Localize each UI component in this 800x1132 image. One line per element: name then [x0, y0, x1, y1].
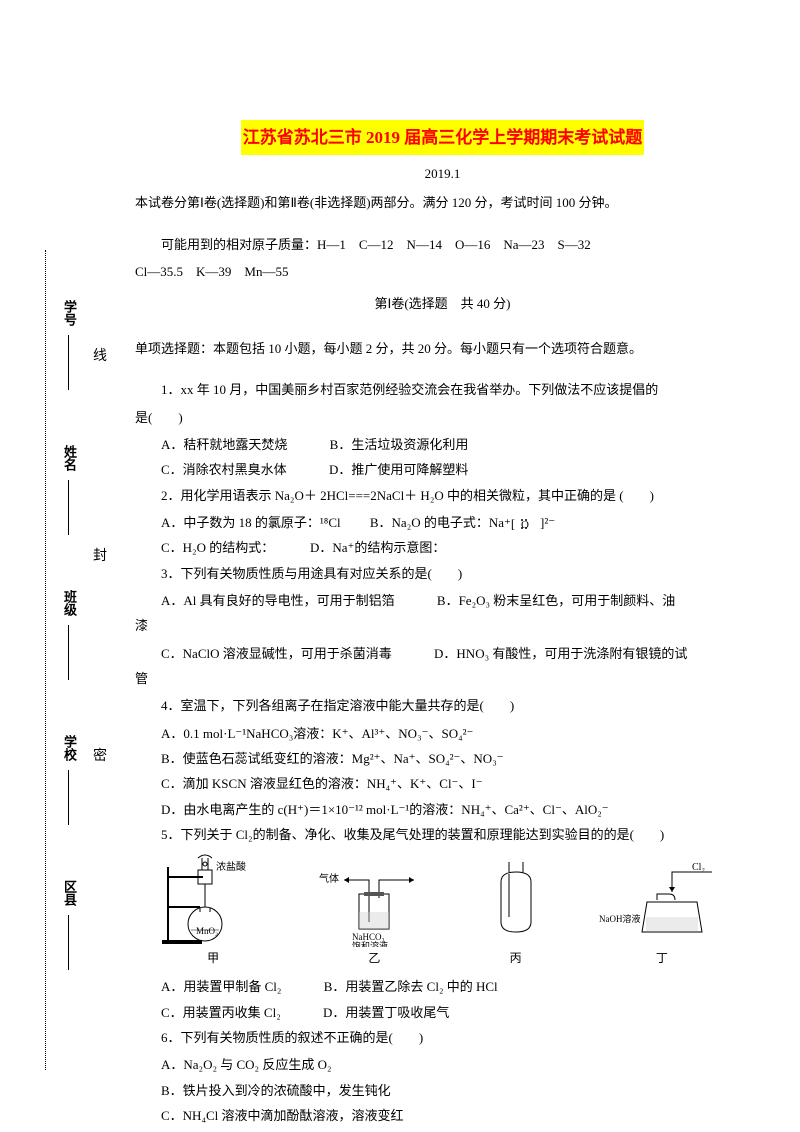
binding-underline — [68, 625, 69, 680]
q6-opt-b: B．铁片投入到冷的浓硫酸中，发生钝化 — [135, 1078, 750, 1103]
q1-stem-tail: 是( ) — [135, 405, 750, 430]
binding-underline — [68, 770, 69, 825]
q6-opt-a: A．Na₂O₂ 与 CO₂ 反应生成 O₂ — [135, 1052, 750, 1077]
nahco3b-label: 饱和溶液 — [352, 940, 388, 947]
q3-b-tail: 漆 — [135, 613, 750, 638]
binding-underline — [68, 480, 69, 535]
q2-isotope: ¹⁸Cl — [320, 515, 341, 530]
q5-row2: C．用装置丙收集 Cl₂ D．用装置丁吸收尾气 — [135, 1000, 750, 1025]
q5-opt-a: A．用装置甲制备 Cl₂ — [161, 979, 281, 994]
binding-underline — [68, 335, 69, 390]
apparatus-ding: Cl₂ NaOH溶液 丁 — [597, 852, 727, 970]
apparatus-bing: 丙 — [481, 852, 551, 970]
q4-stem: 4．室温下，下列各组离子在指定溶液中能大量共存的是( ) — [135, 693, 750, 718]
q3-opt-a: A．Al 具有良好的导电性，可用于制铝箔 — [161, 593, 395, 608]
atomic-mass-2: Cl—35.5 K—39 Mn—55 — [135, 259, 750, 284]
apparatus-bing-svg — [481, 852, 551, 947]
q2-opt-b-post: ]²⁻ — [540, 515, 555, 530]
q3-opt-d: D．HNO₃ 有酸性，可用于洗涤附有银镜的试 — [434, 646, 687, 661]
seal-feng: 封 — [93, 545, 107, 565]
binding-label-xuehao: 学号 — [60, 300, 79, 326]
part1-header: 第Ⅰ卷(选择题 共 40 分) — [135, 291, 750, 316]
cl2-label: Cl₂ — [692, 862, 705, 873]
single-choice-header: 单项选择题：本题包括 10 小题，每小题 2 分，共 20 分。每小题只有一个选… — [135, 336, 750, 361]
apparatus-jia-svg: 浓盐酸 MnO₂ — [158, 852, 268, 947]
q2-options-row1: A．中子数为 18 的氯原子：¹⁸Cl B．Na₂O 的电子式：Na⁺[ O ]²⁻ — [135, 510, 750, 535]
q4-opt-c: C．滴加 KSCN 溶液显红色的溶液：NH₄⁺、K⁺、Cl⁻、I⁻ — [135, 771, 750, 796]
q2-opt-a-pre: A．中子数为 18 的氯原子： — [161, 515, 320, 530]
q1-opt-d: D．推广使用可降解塑料 — [329, 462, 468, 477]
q3-opt-b: B．Fe₂O₃ 粉末呈红色，可用于制颜料、油 — [437, 593, 675, 608]
yi-label: 乙 — [314, 947, 434, 970]
q1-opt-b: B．生活垃圾资源化利用 — [330, 437, 469, 452]
hcl-label: 浓盐酸 — [216, 860, 246, 873]
binding-label-xuexiao: 学校 — [60, 735, 79, 761]
q3-row2: C．NaClO 溶液显碱性，可用于杀菌消毒 D．HNO₃ 有酸性，可用于洗涤附有… — [135, 641, 750, 666]
atomic-mass: 可能用到的相对原子质量：H—1 C—12 N—14 O—16 Na—23 S—3… — [135, 232, 750, 257]
q2-options-row2: C．H₂O 的结构式： D．Na⁺的结构示意图： — [135, 535, 750, 560]
q4-opt-b: B．使蓝色石蕊试纸变红的溶液：Mg²⁺、Na⁺、SO₄²⁻、NO₃⁻ — [135, 746, 750, 771]
q1-stem: 1．xx 年 10 月，中国美丽乡村百家范例经验交流会在我省举办。下列做法不应该… — [135, 377, 750, 402]
q3-row1: A．Al 具有良好的导电性，可用于制铝箔 B．Fe₂O₃ 粉末呈红色，可用于制颜… — [135, 588, 750, 613]
ding-label: 丁 — [597, 947, 727, 970]
q2-opt-c: C．H₂O 的结构式： — [161, 540, 268, 555]
q3-opt-c: C．NaClO 溶液显碱性，可用于杀菌消毒 — [161, 646, 392, 661]
binding-label-banji: 班级 — [60, 590, 79, 616]
q2-opt-d: D．Na⁺的结构示意图： — [310, 540, 445, 555]
q5-opt-c: C．用装置丙收集 Cl₂ — [161, 1005, 281, 1020]
q5-stem: 5．下列关于 Cl₂的制备、净化、收集及尾气处理的装置和原理能达到实验目的的是(… — [135, 822, 750, 847]
q2-stem: 2．用化学用语表示 Na₂O＋ 2HCl===2NaCl＋ H₂O 中的相关微粒… — [135, 483, 750, 508]
q5-diagram-row: 浓盐酸 MnO₂ 甲 气体 NaHCO₃ 饱和溶液 乙 — [135, 855, 750, 970]
q2-opt-b-pre: B．Na₂O 的电子式：Na — [370, 515, 504, 530]
q5-opt-b: B．用装置乙除去 Cl₂ 中的 HCl — [324, 979, 498, 994]
svg-text:⁺[: ⁺[ — [504, 516, 515, 531]
document-body: 江苏省苏北三市 2019 届高三化学上学期期末考试试题 2019.1 本试卷分第… — [135, 120, 750, 1128]
exam-date: 2019.1 — [135, 161, 750, 186]
naoh-label: NaOH溶液 — [599, 913, 641, 924]
binding-dotline — [45, 250, 46, 1070]
q1-options-row2: C．消除农村黑臭水体 D．推广使用可降解塑料 — [135, 457, 750, 482]
q4-opt-d: D．由水电离产生的 c(H⁺)＝1×10⁻¹² mol·L⁻¹的溶液：NH₄⁺、… — [135, 797, 750, 822]
q1-opt-c: C．消除农村黑臭水体 — [161, 462, 287, 477]
q4-opt-a: A．0.1 mol·L⁻¹NaHCO₃溶液：K⁺、Al³⁺、NO₃⁻、SO₄²⁻ — [135, 721, 750, 746]
lewis-dot-icon: ⁺[ O — [504, 516, 540, 532]
q5-opt-d: D．用装置丁吸收尾气 — [323, 1005, 449, 1020]
q5-row1: A．用装置甲制备 Cl₂ B．用装置乙除去 Cl₂ 中的 HCl — [135, 974, 750, 999]
mno2-label: MnO₂ — [196, 926, 218, 936]
jia-label: 甲 — [158, 947, 268, 970]
q6-stem: 6．下列有关物质性质的叙述不正确的是( ) — [135, 1025, 750, 1050]
binding-label-xingming: 姓名 — [60, 445, 79, 471]
apparatus-yi: 气体 NaHCO₃ 饱和溶液 乙 — [314, 852, 434, 970]
exam-title: 江苏省苏北三市 2019 届高三化学上学期期末考试试题 — [241, 120, 645, 155]
apparatus-jia: 浓盐酸 MnO₂ 甲 — [158, 852, 268, 970]
apparatus-ding-svg: Cl₂ NaOH溶液 — [597, 852, 727, 947]
title-wrap: 江苏省苏北三市 2019 届高三化学上学期期末考试试题 — [135, 120, 750, 155]
q3-stem: 3．下列有关物质性质与用途具有对应关系的是( ) — [135, 561, 750, 586]
binding-label-quxian: 区县 — [60, 880, 79, 906]
q6-opt-c: C．NH₄Cl 溶液中滴加酚酞溶液，溶液变红 — [135, 1103, 750, 1128]
q3-d-tail: 管 — [135, 666, 750, 691]
q1-opt-a: A．秸秆就地露天焚烧 — [161, 437, 287, 452]
seal-xian: 线 — [93, 345, 107, 365]
gas-label: 气体 — [319, 872, 339, 885]
binding-underline — [68, 915, 69, 970]
seal-mi: 密 — [93, 745, 107, 765]
q1-options-row1: A．秸秆就地露天焚烧 B．生活垃圾资源化利用 — [135, 432, 750, 457]
apparatus-yi-svg: 气体 NaHCO₃ 饱和溶液 — [314, 852, 434, 947]
intro-text: 本试卷分第Ⅰ卷(选择题)和第Ⅱ卷(非选择题)两部分。满分 120 分，考试时间 … — [135, 190, 750, 215]
bing-label: 丙 — [481, 947, 551, 970]
svg-text:O: O — [521, 519, 529, 531]
